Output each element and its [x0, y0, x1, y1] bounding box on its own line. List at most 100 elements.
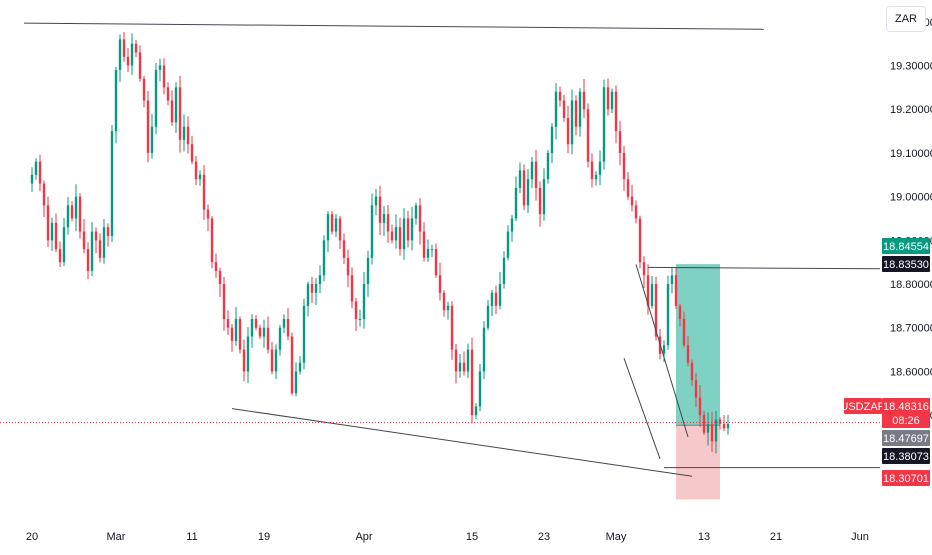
price-tag-bg	[882, 256, 930, 272]
candle	[606, 78, 610, 116]
candle	[50, 217, 54, 252]
candle	[590, 153, 594, 188]
candle-body	[158, 65, 162, 70]
candle-body	[34, 161, 38, 175]
candle	[150, 114, 154, 159]
candle-body	[486, 305, 490, 328]
candle	[182, 114, 186, 152]
candle-body	[42, 183, 46, 206]
candle-body	[70, 205, 74, 219]
candle-body	[198, 174, 202, 180]
candle	[294, 362, 298, 397]
candle	[506, 225, 510, 261]
candle-body	[726, 423, 730, 429]
candle-body	[150, 126, 154, 153]
candle	[166, 82, 170, 106]
candle	[358, 309, 362, 327]
candle	[338, 215, 342, 250]
candle-body	[274, 349, 278, 372]
candle	[270, 341, 274, 375]
candle-body	[278, 327, 282, 350]
candle-body	[366, 257, 370, 285]
candle-body	[290, 336, 294, 394]
candle-body	[594, 174, 598, 180]
candle-body	[230, 327, 234, 341]
candle	[202, 165, 206, 220]
x-tick-label: May	[606, 531, 627, 543]
candle-body	[138, 52, 142, 79]
candle-body	[446, 305, 450, 311]
candle-body	[558, 91, 562, 101]
candle	[450, 301, 454, 360]
x-tick-label: 19	[258, 531, 270, 543]
candle-body	[334, 218, 338, 232]
candle	[198, 170, 202, 186]
candle	[226, 310, 230, 336]
candle	[34, 158, 38, 180]
price-tag-bg	[882, 238, 930, 254]
candle	[290, 332, 294, 396]
candle	[130, 33, 134, 75]
candle	[354, 298, 358, 331]
candle-body	[38, 161, 42, 184]
candle-body	[102, 227, 106, 258]
candle	[62, 217, 66, 267]
candle-body	[678, 305, 682, 319]
candle	[178, 75, 182, 153]
candle	[706, 412, 710, 446]
candle-body	[666, 284, 670, 346]
candle	[390, 224, 394, 244]
candle-body	[722, 423, 726, 429]
candle	[666, 275, 670, 350]
candle	[550, 123, 554, 164]
candle-body	[382, 214, 386, 223]
candle-body	[62, 227, 66, 263]
candle	[274, 344, 278, 379]
price-tag-bg	[882, 448, 930, 464]
candle-body	[46, 205, 50, 241]
candle-body	[682, 318, 686, 346]
candle-body	[554, 91, 558, 127]
candle-body	[506, 231, 510, 258]
candle	[302, 298, 306, 370]
candle-body	[438, 275, 442, 293]
candle-body	[214, 262, 218, 271]
candle-body	[154, 69, 158, 127]
y-tick-label: 18.80000	[890, 279, 932, 291]
candle-body	[242, 349, 246, 372]
candle-body	[234, 318, 238, 341]
candle-body	[202, 174, 206, 210]
candle-body	[622, 152, 626, 180]
candle-body	[634, 205, 638, 219]
candle	[490, 289, 494, 317]
candle	[242, 339, 246, 382]
candle-body	[426, 249, 430, 258]
candle-body	[494, 292, 498, 306]
candle	[538, 181, 542, 227]
candle-body	[566, 117, 570, 145]
currency-button[interactable]: ZAR	[886, 6, 926, 32]
candle	[230, 324, 234, 352]
candle-body	[286, 318, 290, 337]
candle	[146, 90, 150, 163]
candle-body	[106, 227, 110, 236]
candle-body	[302, 305, 306, 363]
candle	[110, 125, 114, 242]
candle-body	[694, 380, 698, 398]
candle	[370, 193, 374, 265]
candle-body	[142, 78, 146, 101]
candle	[82, 218, 86, 254]
candle-body	[430, 249, 434, 251]
candle-body	[294, 371, 298, 394]
candle-body	[50, 222, 54, 241]
candle-body	[298, 362, 302, 372]
candle-body	[526, 179, 530, 206]
trendline	[23, 22, 765, 30]
candle	[54, 213, 58, 253]
candle-body	[210, 218, 214, 263]
candle	[558, 86, 562, 107]
candle	[350, 267, 354, 309]
candle-body	[322, 240, 326, 276]
